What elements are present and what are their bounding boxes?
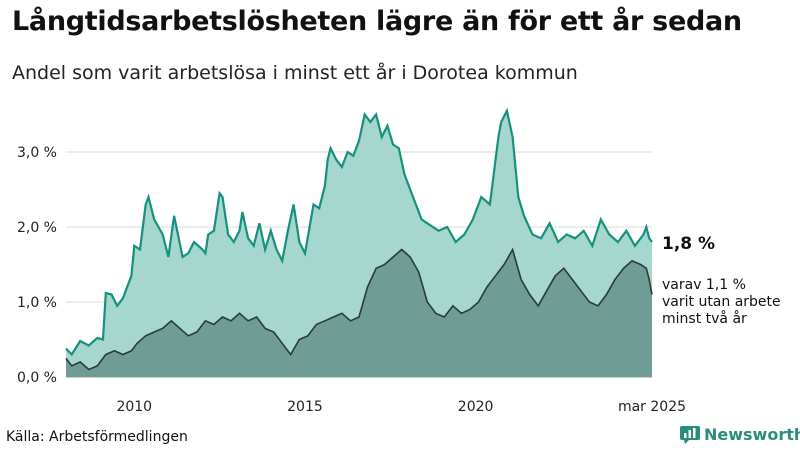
y-tick-label: 1,0 % — [17, 295, 57, 311]
x-tick-label: mar 2025 — [618, 399, 686, 415]
y-tick-label: 2,0 % — [17, 220, 57, 236]
line-sub — [65, 247, 653, 371]
y-axis-ticks: 0,0 % 1,0 % 2,0 % 3,0 % — [17, 145, 57, 386]
sub-annotation-line-2: varit utan arbete — [662, 294, 781, 310]
brand-name: Newsworthy — [704, 425, 800, 444]
sub-annotation-line-3: minst två år — [662, 310, 747, 327]
line-total — [65, 107, 653, 357]
source-note: Källa: Arbetsförmedlingen — [6, 429, 188, 445]
x-tick-label: 2020 — [458, 399, 494, 415]
y-tick-label: 0,0 % — [17, 370, 57, 386]
newsworthy-icon — [680, 425, 700, 444]
brand-logo: Newsworthy — [680, 425, 800, 444]
y-tick-label: 3,0 % — [17, 145, 57, 161]
sub-annotation-line-1: varav 1,1 % — [662, 277, 746, 293]
area-sub — [66, 249, 652, 377]
x-tick-label: 2015 — [287, 399, 323, 415]
x-axis-ticks: 2010 2015 2020 mar 2025 — [116, 399, 686, 415]
chart-subtitle: Andel som varit arbetslösa i minst ett å… — [12, 62, 578, 84]
chart-title: Långtidsarbetslösheten lägre än för ett … — [12, 6, 742, 37]
last-total-annotation: 1,8 % — [662, 234, 715, 254]
x-tick-label: 2010 — [116, 399, 152, 415]
